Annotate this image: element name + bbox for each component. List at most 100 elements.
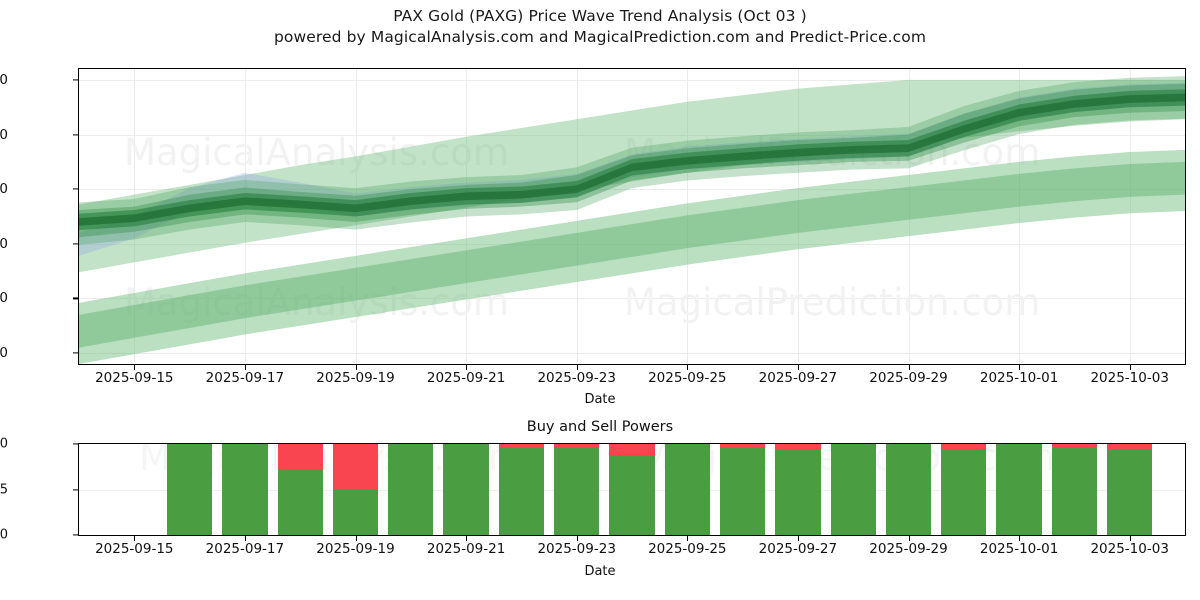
price-y-tick-3600: 3600 bbox=[0, 235, 8, 252]
price-x-tick-mark bbox=[576, 365, 578, 370]
gridline bbox=[79, 79, 1185, 81]
price-y-tick-3400: 3400 bbox=[0, 345, 8, 362]
price-x-tick-2025-09-21: 2025-09-21 bbox=[426, 370, 506, 386]
price-plot-area: MagicalAnalysis.com MagicalPrediction.com… bbox=[78, 68, 1186, 365]
sell-power-segment bbox=[498, 444, 545, 448]
signal-x-tick-mark bbox=[244, 536, 247, 541]
sell-power-segment bbox=[277, 444, 323, 470]
buy-power-segment bbox=[222, 444, 268, 535]
signal-y-tick-mark bbox=[73, 534, 78, 536]
price-y-tick-mark bbox=[73, 133, 78, 136]
gridline bbox=[79, 189, 1185, 191]
signal-bar[interactable] bbox=[166, 444, 213, 535]
signal-y-tick-mark bbox=[73, 488, 78, 491]
support-channel-band bbox=[79, 149, 1185, 364]
signal-x-tick-2025-09-17: 2025-09-17 bbox=[205, 541, 285, 557]
chart-title: PAX Gold (PAXG) Price Wave Trend Analysi… bbox=[393, 7, 807, 25]
gridline bbox=[466, 69, 468, 364]
buy-power-segment bbox=[885, 444, 932, 535]
gridline bbox=[355, 69, 357, 364]
signal-x-tick-2025-09-19: 2025-09-19 bbox=[316, 541, 395, 557]
price-y-tick-mark bbox=[73, 352, 78, 354]
buy-power-segment bbox=[277, 469, 323, 535]
chart-subtitle: powered by MagicalAnalysis.com and Magic… bbox=[273, 28, 927, 46]
price-x-tick-2025-09-29: 2025-09-29 bbox=[869, 370, 948, 386]
sell-power-segment bbox=[941, 444, 987, 449]
buy-power-segment bbox=[388, 444, 434, 535]
price-x-tick-mark bbox=[1019, 365, 1021, 370]
gridline bbox=[79, 134, 1185, 136]
sell-power-segment bbox=[1051, 444, 1098, 447]
sell-power-segment bbox=[609, 444, 655, 455]
watermark-text: MagicalAnalysis.com bbox=[124, 281, 509, 324]
gridline bbox=[79, 353, 1185, 355]
signal-y-tick-0.5: 0.5 bbox=[0, 482, 8, 497]
price-x-tick-2025-09-19: 2025-09-19 bbox=[316, 370, 395, 386]
signal-bar[interactable] bbox=[664, 444, 710, 535]
signal-y-tick-1: 1.0 bbox=[0, 436, 8, 452]
signal-bar[interactable] bbox=[332, 444, 379, 535]
price-y-tick-3700: 3700 bbox=[0, 181, 8, 198]
signal-x-tick-2025-09-23: 2025-09-23 bbox=[537, 541, 616, 557]
signal-bar[interactable] bbox=[830, 444, 876, 535]
price-x-tick-2025-09-15: 2025-09-15 bbox=[95, 370, 174, 386]
signal-bar[interactable] bbox=[941, 444, 987, 535]
signal-bar[interactable] bbox=[443, 444, 489, 535]
signal-x-tick-mark bbox=[576, 536, 578, 541]
price-wave-bands bbox=[79, 76, 1185, 364]
signal-bar[interactable] bbox=[498, 444, 545, 535]
signal-bar[interactable] bbox=[1051, 444, 1098, 535]
price-x-axis-label: Date bbox=[584, 392, 616, 407]
signal-bar[interactable] bbox=[996, 444, 1042, 535]
signal-bar[interactable] bbox=[554, 444, 600, 535]
signal-x-tick-mark bbox=[466, 536, 468, 541]
buy-power-segment bbox=[775, 448, 821, 535]
gridline bbox=[908, 69, 910, 364]
price-x-tick-2025-09-17: 2025-09-17 bbox=[205, 370, 285, 386]
signal-x-tick-2025-09-29: 2025-09-29 bbox=[869, 541, 948, 557]
sell-power-segment bbox=[719, 444, 766, 448]
buy-power-segment bbox=[719, 447, 766, 535]
wave-envelope-inner bbox=[79, 89, 1185, 231]
gridline bbox=[797, 69, 799, 364]
chart-title-block: PAX Gold (PAXG) Price Wave Trend Analysi… bbox=[0, 6, 1200, 48]
buy-power-segment bbox=[498, 447, 545, 535]
trend-channel-band bbox=[79, 79, 1185, 273]
wave-core-line bbox=[79, 93, 1185, 226]
signal-bar[interactable] bbox=[609, 444, 655, 535]
buy-power-segment bbox=[609, 454, 655, 535]
price-x-tick-mark bbox=[466, 365, 468, 370]
buy-power-segment bbox=[996, 444, 1042, 535]
signal-x-tick-mark bbox=[355, 536, 357, 541]
buy-power-segment bbox=[1107, 450, 1153, 535]
buy-power-segment bbox=[332, 489, 379, 535]
signal-bar[interactable] bbox=[277, 444, 323, 535]
gridline bbox=[79, 298, 1185, 300]
buy-power-segment bbox=[830, 444, 876, 535]
signal-bar[interactable] bbox=[885, 444, 932, 535]
signal-x-tick-2025-10-03: 2025-10-03 bbox=[1090, 541, 1169, 557]
gridline bbox=[1019, 69, 1021, 364]
signal-bar[interactable] bbox=[1107, 444, 1153, 535]
gridline bbox=[244, 69, 246, 364]
price-x-tick-mark bbox=[355, 365, 357, 370]
price-x-tick-mark bbox=[797, 365, 800, 370]
price-y-tick-3500: 3500 bbox=[0, 290, 8, 307]
buy-power-segment bbox=[1051, 446, 1098, 535]
sell-power-segment bbox=[775, 444, 821, 449]
buy-power-segment bbox=[941, 448, 987, 535]
signal-x-tick-mark bbox=[908, 536, 910, 541]
signal-y-tick-0: 0.0 bbox=[0, 527, 8, 543]
sell-power-segment bbox=[332, 444, 379, 490]
gridline bbox=[576, 69, 578, 364]
price-x-tick-mark bbox=[908, 365, 910, 370]
watermark-text: MagicalAnalysis.com bbox=[124, 131, 509, 174]
signal-chart-title: Buy and Sell Powers bbox=[526, 419, 674, 435]
gridline bbox=[1129, 69, 1131, 364]
signal-bar[interactable] bbox=[775, 444, 821, 535]
signal-bar[interactable] bbox=[388, 444, 434, 535]
signal-bar[interactable] bbox=[719, 444, 766, 535]
signal-x-tick-mark bbox=[797, 536, 800, 541]
signal-bar[interactable] bbox=[222, 444, 268, 535]
